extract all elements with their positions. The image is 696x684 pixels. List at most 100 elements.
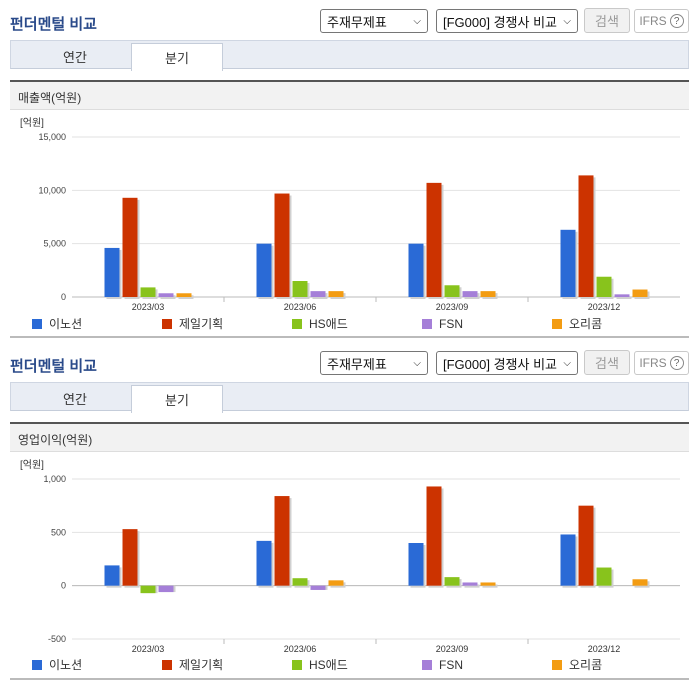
question-icon: ? (669, 14, 684, 28)
bar (158, 293, 174, 297)
bar (122, 529, 138, 586)
legend-swatch (292, 659, 302, 670)
legend-swatch (292, 318, 302, 329)
bar (426, 182, 442, 297)
legend-swatch (162, 318, 172, 329)
x-tick-label: 2023/03 (132, 302, 165, 312)
bar (274, 496, 290, 586)
bar (176, 293, 192, 297)
bar (596, 567, 612, 586)
legend-item: 제일기획 (162, 315, 292, 332)
bar (596, 276, 612, 297)
y-tick-label: 0 (61, 581, 66, 591)
legend-swatch (552, 318, 562, 329)
peer-select[interactable]: [FG000] 경쟁사 비교 ⌵ (436, 351, 578, 375)
legend-item: HS애드 (292, 656, 422, 673)
statement-select[interactable]: 주재무제표 ⌵ (320, 9, 428, 33)
fundamental-panel-operating-profit: 펀더멘털 비교 주재무제표 ⌵ [FG000] 경쟁사 비교 ⌵ 검색 IFRS… (0, 342, 696, 684)
x-tick-label: 2023/06 (284, 644, 317, 654)
y-tick-label: 10,000 (38, 185, 66, 195)
bar (104, 247, 120, 297)
search-button[interactable]: 검색 (584, 350, 630, 375)
search-button[interactable]: 검색 (584, 8, 630, 33)
y-unit-label: [억원] (20, 117, 44, 129)
legend-label: 오리콤 (569, 317, 603, 331)
ifrs-label: IFRS (639, 356, 667, 370)
bar (328, 291, 344, 297)
bar (310, 585, 326, 590)
legend-item: 오리콤 (552, 315, 682, 332)
y-tick-label: 5,000 (43, 239, 66, 249)
bar (292, 281, 308, 297)
bar-shadow (178, 295, 194, 299)
divider (10, 678, 689, 680)
bar (104, 565, 120, 586)
legend-item: 제일기획 (162, 656, 292, 673)
bar (292, 578, 308, 586)
ifrs-help-button[interactable]: IFRS ? (634, 351, 689, 375)
bar (578, 175, 594, 297)
chevron-down-icon: ⌵ (563, 357, 571, 369)
divider (10, 336, 689, 338)
bar (480, 291, 496, 297)
legend-item: FSN (422, 656, 552, 673)
chart-legend: 이노션 제일기획 HS애드 FSN 오리콤 (32, 315, 682, 332)
legend-item: HS애드 (292, 315, 422, 332)
peer-select[interactable]: [FG000] 경쟁사 비교 ⌵ (436, 9, 578, 33)
ifrs-help-button[interactable]: IFRS ? (634, 9, 689, 33)
legend-label: 이노션 (49, 317, 83, 331)
legend-label: FSN (439, 316, 463, 331)
section-title: 영업이익(억원) (10, 422, 689, 452)
tab-annual[interactable]: 연간 (63, 392, 87, 407)
tab-quarterly[interactable]: 분기 (131, 385, 223, 413)
bar-shadow (616, 296, 632, 299)
y-tick-label: 500 (51, 527, 66, 537)
statement-select-value: 주재무제표 (327, 356, 387, 372)
bar (632, 289, 648, 297)
legend-swatch (422, 659, 432, 670)
legend-label: 오리콤 (569, 658, 603, 672)
bar (408, 243, 424, 297)
bar (140, 287, 156, 297)
bar (560, 534, 576, 586)
bar (462, 291, 478, 297)
y-tick-label: 1,000 (43, 474, 66, 484)
x-tick-label: 2023/12 (588, 302, 621, 312)
bar (444, 285, 460, 297)
period-tabs: 연간 분기 (10, 40, 689, 71)
bar (122, 197, 138, 297)
tab-annual[interactable]: 연간 (63, 50, 87, 65)
legend-swatch (32, 659, 42, 670)
tab-quarterly[interactable]: 분기 (131, 43, 223, 71)
bar (140, 585, 156, 594)
panel-title: 펀더멘털 비교 (10, 16, 97, 33)
legend-label: HS애드 (309, 317, 348, 331)
period-tabs: 연간 분기 (10, 382, 689, 413)
operating-profit-bar-chart: [억원] -500 0 500 1,000 2023/03 2023/06 2023/09 20… (20, 459, 680, 654)
x-tick-label: 2023/03 (132, 644, 165, 654)
chevron-down-icon: ⌵ (413, 357, 421, 369)
peer-select-value: [FG000] 경쟁사 비교 (443, 14, 557, 30)
legend-swatch (422, 318, 432, 329)
legend-label: 제일기획 (179, 658, 224, 672)
statement-select[interactable]: 주재무제표 ⌵ (320, 351, 428, 375)
legend-label: 이노션 (49, 658, 83, 672)
panel-title: 펀더멘털 비교 (10, 358, 97, 375)
y-tick-label: 15,000 (38, 132, 66, 142)
bar-shadow (160, 295, 176, 299)
bar (274, 193, 290, 297)
bar (614, 294, 630, 297)
bar (310, 291, 326, 297)
peer-select-value: [FG000] 경쟁사 비교 (443, 356, 557, 372)
chevron-down-icon: ⌵ (413, 15, 421, 27)
section-title: 매출액(억원) (10, 80, 689, 110)
bar (632, 579, 648, 586)
bar (328, 580, 344, 586)
legend-label: 제일기획 (179, 317, 224, 331)
bar (578, 505, 594, 586)
chevron-down-icon: ⌵ (563, 15, 571, 27)
legend-item: 이노션 (32, 315, 162, 332)
bar (426, 486, 442, 586)
bar-shadow (464, 584, 480, 588)
legend-item: 오리콤 (552, 656, 682, 673)
